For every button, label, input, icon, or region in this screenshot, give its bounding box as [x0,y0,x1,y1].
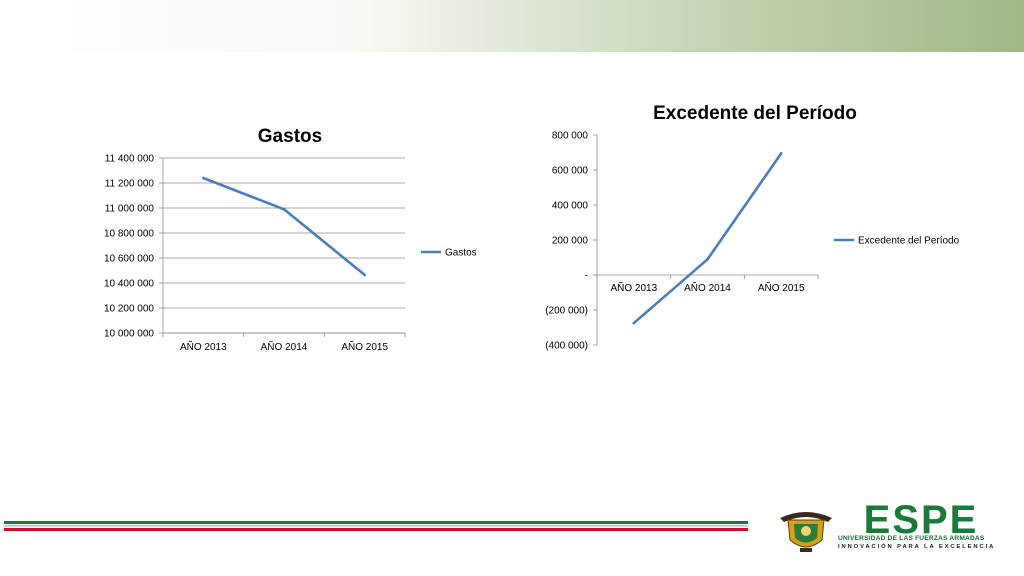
logo-wordmark: ESPE [864,502,979,536]
footer-stripes [4,521,748,531]
chart1-ytick-label: 11 200 000 [105,179,155,190]
chart1-data-point [282,207,286,211]
top-band [0,0,1024,52]
chart1-xtick-label: AÑO 2014 [261,340,308,353]
chart1-xtick-label: AÑO 2015 [341,340,388,353]
chart2-ytick-label: (400 000) [545,341,588,352]
chart1-ytick-label: 10 000 000 [104,329,154,340]
footer-gray-line [4,525,748,527]
chart2-data-point [632,321,636,325]
chart2-data-point [706,257,709,261]
logo-subtitle: UNIVERSIDAD DE LAS FUERZAS ARMADAS [838,535,985,542]
chart1-data-point [202,176,205,180]
chart1-ytick-label: 11 000 000 [105,204,155,215]
chart2-series-line [632,152,783,325]
chart2-xtick-label: AÑO 2014 [684,281,731,294]
chart1-ytick-label: 10 400 000 [104,279,154,290]
chart1-ytick-label: 10 800 000 [104,229,154,240]
chart1-series-line [202,176,367,277]
footer-green-line [4,521,748,524]
espe-logo: ESPE UNIVERSIDAD DE LAS FUERZAS ARMADAS … [772,500,1012,560]
chart2-ytick-label: 600 000 [552,166,589,177]
footer-red-line [4,528,748,531]
chart2-xtick-label: AÑO 2013 [610,281,657,294]
chart1-ytick-label: 10 600 000 [104,254,154,265]
chart1-ytick-label: 11 400 000 [105,154,155,165]
chart2-ytick-label: (200 000) [545,306,588,317]
logo-word-text: ESPE [864,502,979,536]
chart2-data-point [779,152,783,155]
chart2-xtick-label: AÑO 2015 [758,281,805,294]
chart1-ytick-label: 10 200 000 [104,304,154,315]
chart1-xtick-label: AÑO 2013 [180,340,227,353]
chart1-data-point [363,273,366,277]
coat-of-arms-icon [780,512,832,552]
chart2-title: Excedente del Período [653,103,857,124]
chart2-legend-label: Excedente del Período [858,236,960,247]
chart2-ytick-label: 800 000 [552,131,589,142]
chart2-ytick-label: 400 000 [552,201,589,212]
chart1-legend-label: Gastos [445,248,477,259]
chart1-title: Gastos [258,126,322,147]
chart2-ytick-label: 200 000 [552,236,589,247]
chart2-ytick-label: - [585,271,588,282]
logo-motto: INNOVACIÓN PARA LA EXCELENCIA [838,544,996,550]
